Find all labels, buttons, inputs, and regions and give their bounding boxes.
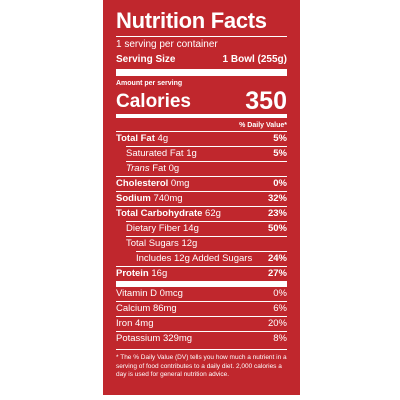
nutrient-name: Cholesterol <box>116 178 169 189</box>
footnote: * The % Daily Value (DV) tells you how m… <box>116 349 287 380</box>
nutrient-row: Vitamin D 0mcg 0% <box>116 286 287 301</box>
micronutrients: Vitamin D 0mcg 0% Calcium 86mg 6% Iron 4mg 20… <box>116 286 287 346</box>
nutrient-name: Total Fat <box>116 133 155 144</box>
nutrient-name: Sodium <box>116 193 151 204</box>
daily-value: 23% <box>267 208 287 219</box>
calories: Calories 350 <box>116 87 287 115</box>
nutrient-name: Calcium <box>116 303 151 314</box>
nutrient-row: Saturated Fat 1g 5% <box>126 146 287 161</box>
nutrient-label: Total Carbohydrate 62g <box>116 207 221 221</box>
dv-header: % Daily Value* <box>239 122 287 129</box>
nutrient-name-italic: Trans <box>126 163 150 174</box>
servings-text: 1 serving per container <box>116 39 218 50</box>
calories-label: Calories <box>116 91 191 112</box>
nutrient-name: Saturated Fat <box>126 148 184 159</box>
calories-value: 350 <box>245 87 287 115</box>
daily-value: 27% <box>267 268 287 279</box>
serving-size-value: 1 Bowl (255g) <box>222 54 287 65</box>
nutrient-label: Total Sugars 12g <box>126 237 197 251</box>
title: Nutrition Facts <box>116 6 287 37</box>
nutrient-amount: 86mg <box>152 303 177 314</box>
divider <box>116 114 287 118</box>
daily-value: 6% <box>273 303 287 314</box>
nutrient-label: Trans Fat 0g <box>126 162 179 176</box>
daily-value: 32% <box>267 193 287 204</box>
nutrient-label: Total Fat 4g <box>116 132 168 146</box>
nutrient-label: Protein 16g <box>116 267 167 281</box>
nutrient-label: Potassium 329mg <box>116 332 192 346</box>
nutrient-name: Protein <box>116 268 149 279</box>
nutrients: Total Fat 4g 5% Saturated Fat 1g 5% Trans Fa… <box>116 131 287 281</box>
daily-value: 24% <box>267 253 287 264</box>
nutrient-amount: 329mg <box>163 333 193 344</box>
daily-value: 0% <box>273 288 287 299</box>
nutrient-row: Sodium 740mg 32% <box>116 191 287 206</box>
nutrient-row: Potassium 329mg 8% <box>116 331 287 346</box>
nutrient-amount: 740mg <box>153 193 183 204</box>
nutrient-name: Total Carbohydrate <box>116 208 203 219</box>
nutrient-label: Includes 12g Added Sugars <box>136 252 252 266</box>
nutrient-label: Vitamin D 0mcg <box>116 287 183 301</box>
nutrient-amount: 0mcg <box>159 288 183 299</box>
nutrient-name: Includes 12g Added Sugars <box>136 253 253 264</box>
nutrient-row: Trans Fat 0g <box>126 161 287 176</box>
amount-per-serving: Amount per serving <box>116 80 183 87</box>
nutrient-amount: 16g <box>151 268 168 279</box>
nutrient-name: Vitamin D <box>116 288 158 299</box>
nutrient-name: Fat <box>152 163 166 174</box>
daily-value: 0% <box>273 178 287 189</box>
nutrient-name: Dietary Fiber <box>126 223 181 234</box>
nutrient-row: Calcium 86mg 6% <box>116 301 287 316</box>
nutrient-name: Total Sugars <box>126 238 179 249</box>
nutrient-amount: 4mg <box>135 318 154 329</box>
divider <box>116 69 287 76</box>
daily-value: 5% <box>273 148 287 159</box>
nutrient-row: Dietary Fiber 14g 50% <box>126 221 287 236</box>
daily-value: 8% <box>273 333 287 344</box>
nutrient-row: Total Fat 4g 5% <box>116 131 287 146</box>
daily-value: 50% <box>267 223 287 234</box>
nutrient-row: Total Carbohydrate 62g 23% <box>116 206 287 221</box>
nutrient-label: Cholesterol 0mg <box>116 177 189 191</box>
nutrient-label: Calcium 86mg <box>116 302 177 316</box>
daily-value: 20% <box>267 318 287 329</box>
servings: 1 serving per container <box>116 37 287 52</box>
nutrient-name: Potassium <box>116 333 161 344</box>
daily-value: 5% <box>273 133 287 144</box>
nutrient-row: Total Sugars 12g <box>126 236 287 251</box>
nutrient-amount: 14g <box>183 223 199 234</box>
serving-size-label: Serving Size <box>116 54 176 65</box>
divider <box>116 281 287 286</box>
nutrient-amount: 4g <box>157 133 169 144</box>
nutrient-amount: 0mg <box>170 178 190 189</box>
nutrient-label: Saturated Fat 1g <box>126 147 197 161</box>
nutrient-label: Iron 4mg <box>116 317 154 331</box>
nutrient-row: Includes 12g Added Sugars 24% <box>136 251 287 266</box>
nutrient-row: Cholesterol 0mg 0% <box>116 176 287 191</box>
nutrient-label: Dietary Fiber 14g <box>126 222 199 236</box>
nutrient-label: Sodium 740mg <box>116 192 183 206</box>
nutrient-amount: 0g <box>168 163 180 174</box>
nutrient-amount: 1g <box>186 148 197 159</box>
nutrient-amount: 12g <box>181 238 198 249</box>
nutrient-name: Iron <box>116 318 133 329</box>
serving-size: Serving Size 1 Bowl (255g) <box>116 52 287 67</box>
nutrition-label: Nutrition Facts 1 serving per container … <box>103 0 300 395</box>
nutrient-row: Iron 4mg 20% <box>116 316 287 331</box>
nutrient-amount: 62g <box>205 208 221 219</box>
nutrient-row: Protein 16g 27% <box>116 266 287 281</box>
